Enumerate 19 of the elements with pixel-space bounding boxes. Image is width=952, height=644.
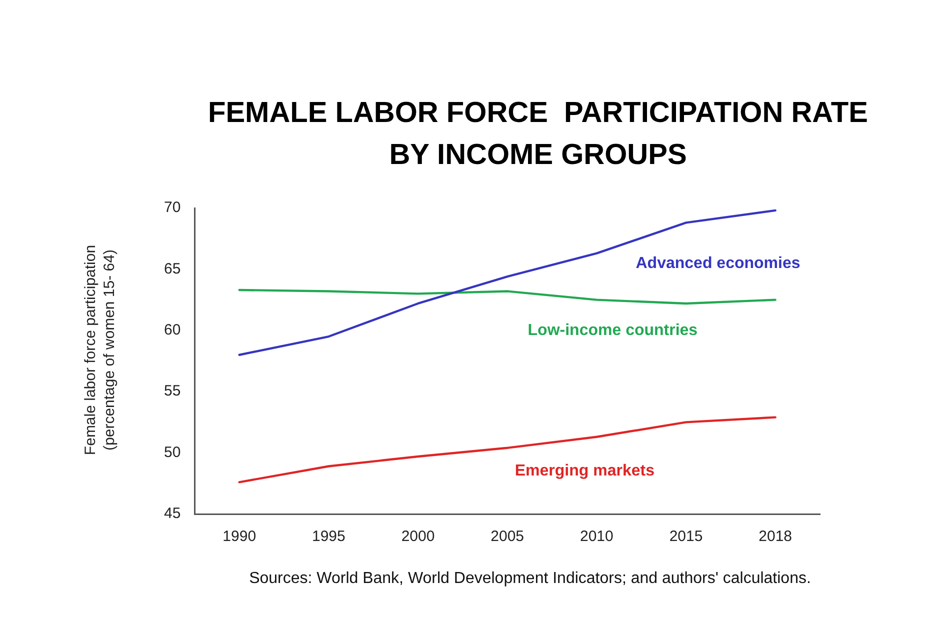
y-tick-label: 65	[164, 260, 181, 278]
x-tick-label: 1990	[222, 528, 256, 546]
y-tick-label: 60	[164, 322, 181, 339]
x-tick-label: 2005	[490, 528, 524, 546]
x-tick-label: 2000	[401, 528, 435, 546]
y-tick-label: 70	[164, 199, 181, 216]
y-axis-title: Female labor force participation (percentage of women 15- 64)	[81, 244, 119, 458]
x-tick-label: 2010	[580, 528, 614, 546]
y-tick-label: 45	[164, 505, 181, 522]
y-tick-label: 50	[164, 444, 181, 461]
source-note: Sources: World Bank, World Development Indicators; and authors' calculations.	[248, 570, 812, 588]
chart-title: FEMALE LABOR FORCE PARTICIPATION RATE BY INCOME GROUPS	[207, 96, 869, 173]
x-tick-label: 2015	[669, 528, 703, 546]
x-tick-label: 1995	[312, 528, 346, 546]
series-label: Low-income countries	[528, 322, 698, 340]
series-label: Emerging markets	[514, 462, 655, 480]
x-tick-label: 2018	[758, 528, 792, 546]
series-label: Advanced economies	[636, 255, 800, 272]
y-tick-label: 55	[164, 382, 181, 400]
